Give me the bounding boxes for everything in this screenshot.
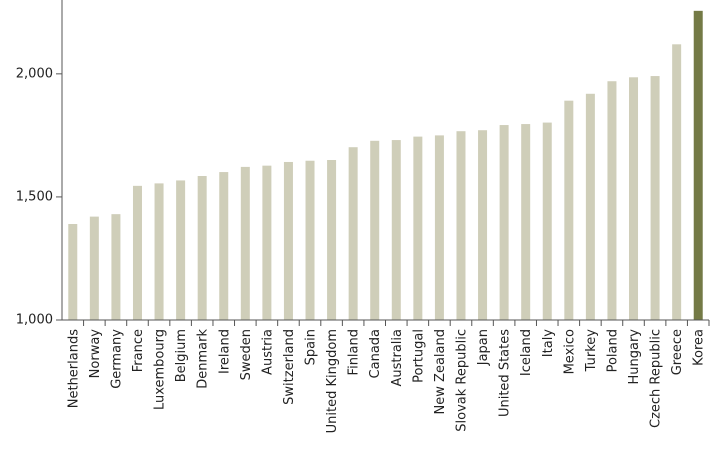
x-tick-label: Denmark xyxy=(196,329,211,389)
x-tick-label: Finland xyxy=(347,329,362,375)
bar-belgium xyxy=(176,180,186,320)
x-tick-label: Norway xyxy=(88,329,103,379)
bar-ireland xyxy=(219,172,229,320)
x-tick-label: Ireland xyxy=(217,329,232,374)
x-tick-label: Netherlands xyxy=(66,329,81,408)
x-tick-label: Mexico xyxy=(562,329,577,374)
bar-korea xyxy=(693,10,703,321)
bar-netherlands xyxy=(68,224,78,320)
y-tick-label: 2,000 xyxy=(16,66,53,81)
y-ticks-group: 1,000 1,500 2,000 xyxy=(16,66,62,328)
bar-japan xyxy=(478,130,488,320)
x-tick-label: Greece xyxy=(670,329,685,375)
x-tick-label: Belgium xyxy=(174,329,189,382)
x-tick-label: United Kingdom xyxy=(325,329,340,433)
bar-italy xyxy=(542,122,552,320)
axes-group xyxy=(56,0,710,326)
bar-france xyxy=(132,185,142,320)
bar-mexico xyxy=(564,100,574,321)
bar-luxembourg xyxy=(154,183,164,320)
bar-australia xyxy=(391,140,401,320)
x-tick-label: Czech Republic xyxy=(649,329,664,428)
x-tick-label: Switzerland xyxy=(282,329,297,405)
bar-greece xyxy=(672,44,682,321)
x-tick-label: Italy xyxy=(541,329,556,358)
bars-group xyxy=(68,10,703,321)
x-tick-label: France xyxy=(131,329,146,372)
x-tick-label: Japan xyxy=(476,329,491,366)
y-tick-label: 1,000 xyxy=(16,313,53,328)
bar-germany xyxy=(111,214,121,320)
bar-denmark xyxy=(197,176,207,320)
bar-spain xyxy=(305,160,315,320)
x-tick-label: Turkey xyxy=(584,329,599,373)
x-tick-label: Korea xyxy=(692,329,707,366)
bar-slovak-republic xyxy=(456,131,466,320)
bar-austria xyxy=(262,165,272,320)
bar-czech-republic xyxy=(650,76,660,320)
bar-poland xyxy=(607,81,617,320)
bar-new-zealand xyxy=(434,135,444,320)
x-tick-label: Austria xyxy=(260,329,275,375)
x-tick-label: Portugal xyxy=(411,329,426,383)
bar-norway xyxy=(89,216,99,320)
y-tick-label: 1,500 xyxy=(16,189,53,204)
x-tick-label: Australia xyxy=(390,329,405,387)
bar-iceland xyxy=(521,124,531,320)
x-tick-label: Germany xyxy=(109,329,124,389)
x-tick-label: Hungary xyxy=(627,329,642,385)
x-tick-label: Sweden xyxy=(239,329,254,380)
bar-united-kingdom xyxy=(327,160,337,320)
bar-hungary xyxy=(629,77,639,320)
bar-canada xyxy=(370,140,380,320)
bar-turkey xyxy=(585,93,595,320)
x-tick-label: Canada xyxy=(368,329,383,378)
bar-switzerland xyxy=(283,161,293,320)
bar-sweden xyxy=(240,166,250,320)
x-tick-label: Poland xyxy=(605,329,620,372)
x-tick-label: New Zealand xyxy=(433,329,448,414)
x-tick-label: United States xyxy=(498,329,513,417)
x-tick-label: Slovak Republic xyxy=(454,329,469,432)
x-tick-label: Spain xyxy=(304,329,319,365)
x-tick-label: Iceland xyxy=(519,329,534,376)
bar-united-states xyxy=(499,125,509,320)
x-tick-label: Luxembourg xyxy=(153,329,168,410)
bar-finland xyxy=(348,147,358,320)
bar-portugal xyxy=(413,136,423,320)
x-ticks-group: Netherlands Norway Germany France Luxembourg… xyxy=(66,329,706,434)
